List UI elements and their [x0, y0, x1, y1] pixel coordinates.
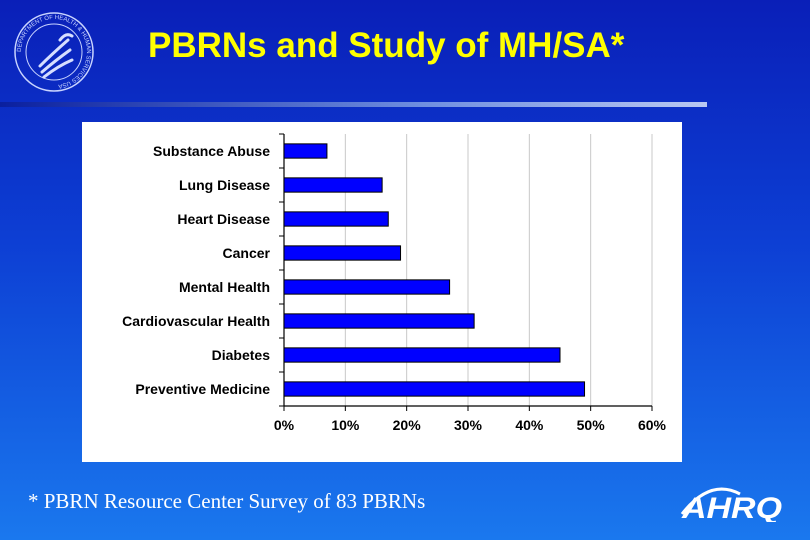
bar [283, 347, 561, 363]
bar [283, 279, 451, 295]
category-label: Cancer [223, 245, 271, 261]
footnote: * PBRN Resource Center Survey of 83 PBRN… [28, 489, 426, 513]
hhs-seal-logo: DEPARTMENT OF HEALTH & HUMAN SERVICES US… [14, 12, 94, 92]
x-tick-label: 10% [331, 417, 360, 433]
x-tick-label: 60% [638, 417, 667, 433]
bar [283, 381, 586, 397]
x-tick-label: 40% [515, 417, 544, 433]
x-tick-label: 0% [274, 417, 295, 433]
bar [283, 177, 383, 193]
category-label: Preventive Medicine [135, 381, 270, 397]
category-label: Substance Abuse [153, 143, 270, 159]
bar-chart-panel: 0% 10% 20% 30% 40% 50% 60% Substance Abuse Lung … [82, 122, 682, 462]
x-tick-label: 20% [393, 417, 422, 433]
category-label: Heart Disease [177, 211, 270, 227]
category-label: Diabetes [212, 347, 271, 363]
category-label: Lung Disease [179, 177, 270, 193]
eagle-icon [38, 33, 74, 79]
slide-title: PBRNs and Study of MH/SA* [148, 26, 625, 65]
category-label: Mental Health [179, 279, 270, 295]
title-divider [0, 102, 707, 107]
x-tick-label: 30% [454, 417, 483, 433]
bar [283, 245, 402, 261]
ahrq-logo: AHRQ [680, 487, 782, 522]
bar-chart: 0% 10% 20% 30% 40% 50% 60% Substance Abuse Lung … [122, 133, 667, 433]
bar [283, 211, 389, 227]
bar [283, 143, 328, 159]
category-label: Cardiovascular Health [122, 313, 270, 329]
logo-text: AHRQ [681, 492, 782, 522]
bar [283, 313, 475, 329]
x-tick-label: 50% [577, 417, 606, 433]
